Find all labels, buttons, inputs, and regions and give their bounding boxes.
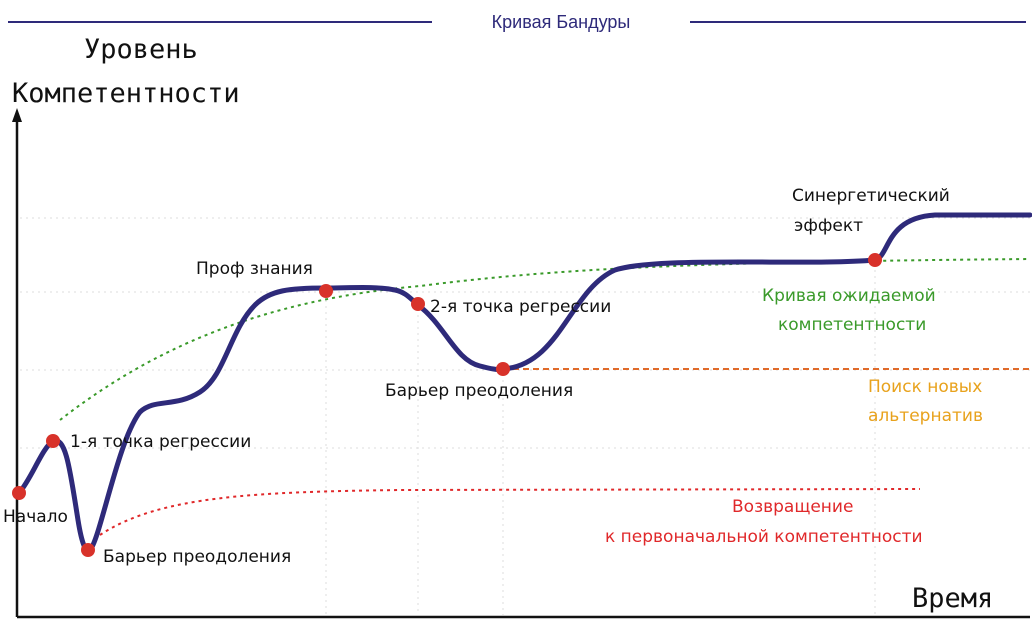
- label-regression-1: 1-я точка регрессии: [70, 432, 251, 452]
- label-regression-2: 2-я точка регрессии: [430, 297, 611, 317]
- note-alternatives-line1: Поиск новых: [868, 377, 982, 397]
- return-competence-curve: [99, 488, 921, 536]
- point-barrier-2: [496, 362, 510, 376]
- point-barrier-1: [81, 543, 95, 557]
- label-prof-knowledge: Проф знания: [196, 259, 313, 279]
- note-expected-line1: Кривая ожидаемой: [762, 286, 936, 306]
- label-start: Начало: [3, 507, 68, 527]
- label-barrier-1: Барьер преодоления: [103, 547, 291, 567]
- note-alternatives-line2: альтернатив: [868, 406, 983, 426]
- y-axis-title-line2: Компетентности: [12, 78, 240, 109]
- label-synergy-line2: эффект: [794, 216, 863, 236]
- expected-competence-curve: [59, 258, 1031, 421]
- note-expected-line2: компетентности: [778, 315, 926, 335]
- point-synergy: [868, 253, 882, 267]
- diagram-title: Кривая Бандуры: [492, 12, 631, 32]
- y-axis-arrow: [12, 108, 22, 122]
- label-barrier-2: Барьер преодоления: [385, 381, 573, 401]
- point-start: [12, 486, 26, 500]
- point-prof-knowledge: [319, 284, 333, 298]
- x-axis-title: Время: [912, 583, 993, 614]
- point-regression-2: [411, 297, 425, 311]
- y-axis-title-line1: Уровень: [84, 34, 198, 65]
- note-return-line2: к первоначальной компетентности: [605, 527, 923, 547]
- label-synergy-line1: Синергетический: [792, 186, 950, 206]
- note-return-line1: Возвращение: [732, 497, 853, 517]
- point-regression-1: [46, 434, 60, 448]
